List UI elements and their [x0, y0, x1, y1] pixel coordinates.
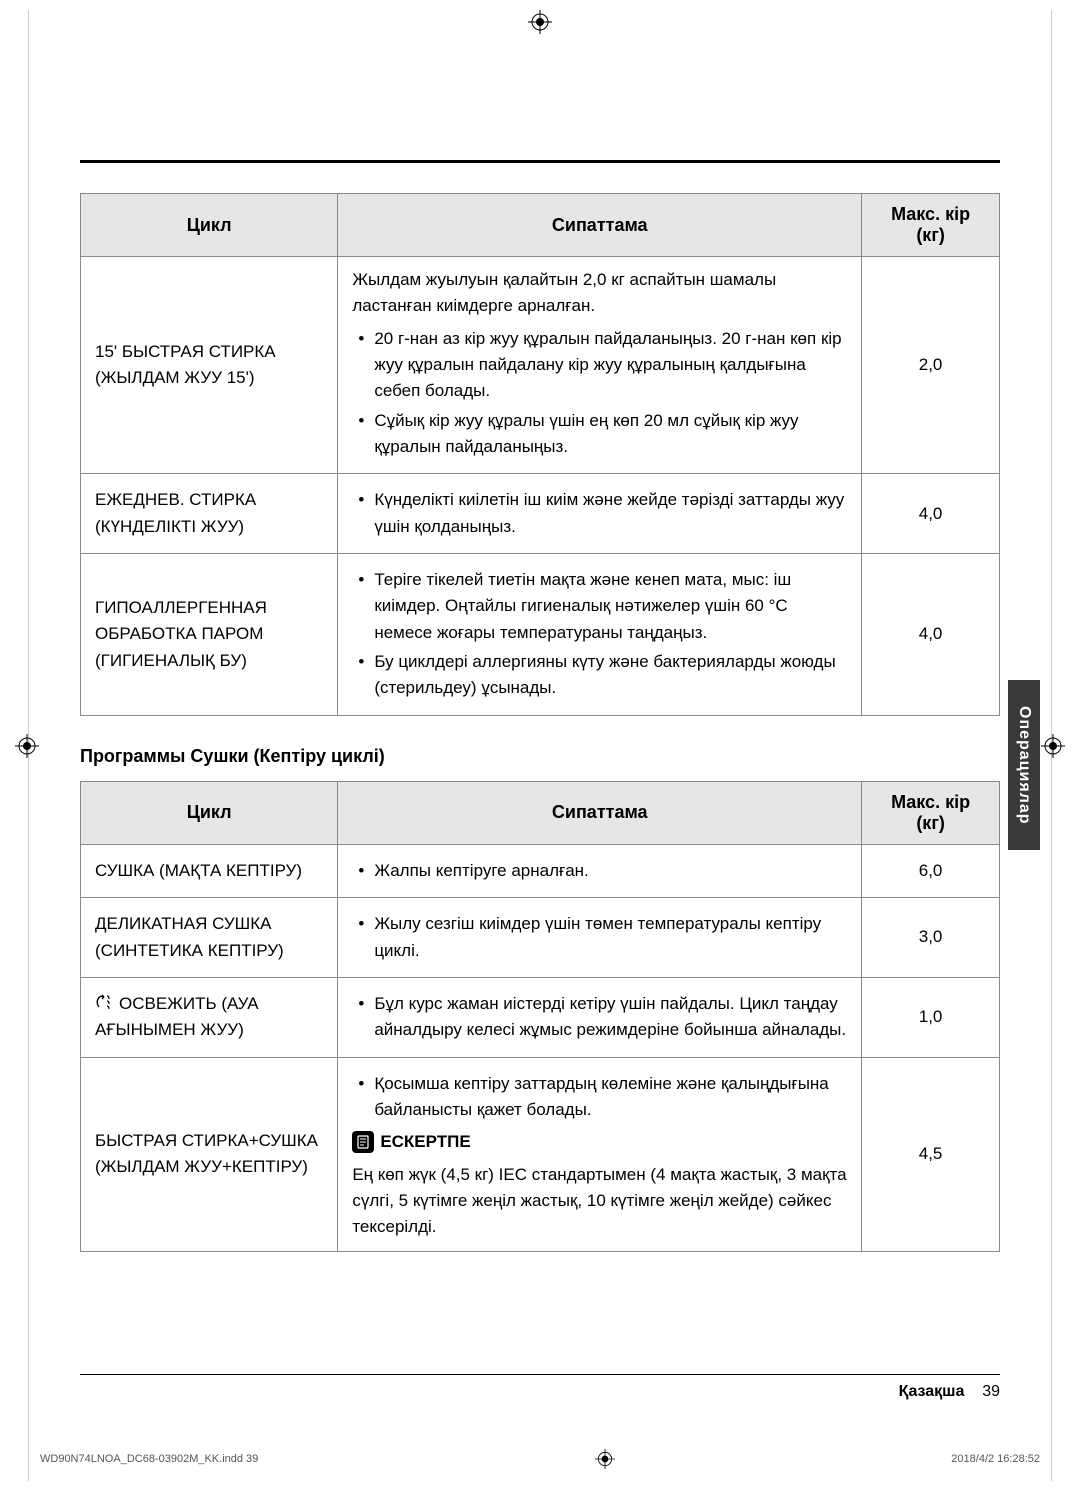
col-header-cycle: Цикл	[81, 194, 338, 257]
cycle-name: БЫСТРАЯ СТИРКА+СУШКА (ЖЫЛДАМ ЖУУ+КЕПТІРУ…	[81, 1057, 338, 1251]
col-header-desc: Сипаттама	[338, 194, 862, 257]
note-label: ЕСКЕРТПЕ	[380, 1129, 470, 1155]
cycle-name: ЕЖЕДНЕВ. СТИРКА (КҮНДЕЛІКТІ ЖУУ)	[81, 474, 338, 554]
header-rule	[80, 160, 1000, 163]
table-row: ЕЖЕДНЕВ. СТИРКА (КҮНДЕЛІКТІ ЖУУ) Күнделі…	[81, 474, 1000, 554]
table-header-row: Цикл Сипаттама Макс. кір (кг)	[81, 781, 1000, 844]
cycle-desc: Теріге тікелей тиетін мақта және кенеп м…	[338, 554, 862, 716]
bullet-item: Жылу сезгіш киімдер үшін төмен температу…	[352, 911, 847, 964]
note-icon	[352, 1131, 374, 1153]
table-row: ГИПОАЛЛЕРГЕННАЯ ОБРАБОТКА ПАРОМ (ГИГИЕНА…	[81, 554, 1000, 716]
cycle-max: 1,0	[862, 977, 1000, 1057]
col-header-desc: Сипаттама	[338, 781, 862, 844]
footer-page-number: 39	[982, 1383, 1000, 1400]
registration-mark-top	[528, 10, 552, 34]
table-row: ДЕЛИКАТНАЯ СУШКА (СИНТЕТИКА КЕПТІРУ) Жыл…	[81, 898, 1000, 978]
col-header-cycle: Цикл	[81, 781, 338, 844]
cycle-max: 4,0	[862, 474, 1000, 554]
cycle-name: ОСВЕЖИТЬ (АУА АҒЫНЫМЕН ЖУУ)	[81, 977, 338, 1057]
table-row: 15' БЫСТРАЯ СТИРКА (ЖЫЛДАМ ЖУУ 15') Жылд…	[81, 257, 1000, 474]
table-header-row: Цикл Сипаттама Макс. кір (кг)	[81, 194, 1000, 257]
table-row: ОСВЕЖИТЬ (АУА АҒЫНЫМЕН ЖУУ) Бұл курс жам…	[81, 977, 1000, 1057]
note-header: ЕСКЕРТПЕ	[352, 1129, 847, 1155]
cycle-desc: Қосымша кептіру заттардың көлеміне және …	[338, 1057, 862, 1251]
bullet-item: Күнделікті киілетін іш киім және жейде т…	[352, 487, 847, 540]
cycle-name: СУШКА (МАҚТА КЕПТІРУ)	[81, 844, 338, 897]
drying-section-title: Программы Сушки (Кептіру циклі)	[80, 746, 1000, 767]
table-row: БЫСТРАЯ СТИРКА+СУШКА (ЖЫЛДАМ ЖУУ+КЕПТІРУ…	[81, 1057, 1000, 1251]
cycle-max: 3,0	[862, 898, 1000, 978]
bullet-item: Сұйық кір жуу құралы үшін ең көп 20 мл с…	[352, 408, 847, 461]
print-timestamp: 2018/4/2 16:28:52	[951, 1453, 1040, 1465]
bullet-item: Бу циклдері аллергияны күту және бактери…	[352, 649, 847, 702]
cycle-desc: Жалпы кептіруге арналған.	[338, 844, 862, 897]
cycle-max: 2,0	[862, 257, 1000, 474]
registration-mark-left	[15, 734, 39, 758]
cycle-desc: Жылу сезгіш киімдер үшін төмен температу…	[338, 898, 862, 978]
bullet-item: Теріге тікелей тиетін мақта және кенеп м…	[352, 567, 847, 646]
cycle-desc: Бұл курс жаман иістерді кетіру үшін пайд…	[338, 977, 862, 1057]
table-row: СУШКА (МАҚТА КЕПТІРУ) Жалпы кептіруге ар…	[81, 844, 1000, 897]
wash-cycles-table: Цикл Сипаттама Макс. кір (кг) 15' БЫСТРА…	[80, 193, 1000, 716]
refresh-icon	[95, 991, 115, 1017]
dry-cycles-table: Цикл Сипаттама Макс. кір (кг) СУШКА (МАҚ…	[80, 781, 1000, 1252]
cycle-name: ДЕЛИКАТНАЯ СУШКА (СИНТЕТИКА КЕПТІРУ)	[81, 898, 338, 978]
col-header-max: Макс. кір (кг)	[862, 194, 1000, 257]
registration-mark-bottom	[595, 1449, 615, 1469]
intro-text: Жылдам жуылуын қалайтын 2,0 кг аспайтын …	[352, 267, 847, 320]
cycle-desc: Жылдам жуылуын қалайтын 2,0 кг аспайтын …	[338, 257, 862, 474]
cycle-name: ГИПОАЛЛЕРГЕННАЯ ОБРАБОТКА ПАРОМ (ГИГИЕНА…	[81, 554, 338, 716]
page-footer: Қазақша 39	[80, 1374, 1000, 1401]
cycle-name-text: ОСВЕЖИТЬ (АУА АҒЫНЫМЕН ЖУУ)	[95, 994, 259, 1039]
registration-mark-right	[1041, 734, 1065, 758]
cycle-name: 15' БЫСТРАЯ СТИРКА (ЖЫЛДАМ ЖУУ 15')	[81, 257, 338, 474]
footer-language: Қазақша	[899, 1383, 965, 1400]
cycle-max: 6,0	[862, 844, 1000, 897]
print-file-name: WD90N74LNOA_DC68-03902M_KK.indd 39	[40, 1453, 258, 1465]
cycle-max: 4,0	[862, 554, 1000, 716]
bullet-item: 20 г-нан аз кір жуу құралын пайдаланыңыз…	[352, 326, 847, 405]
note-body: Ең көп жүк (4,5 кг) IEC стандартымен (4 …	[352, 1162, 847, 1241]
cycle-desc: Күнделікті киілетін іш киім және жейде т…	[338, 474, 862, 554]
cycle-max: 4,5	[862, 1057, 1000, 1251]
bullet-item: Бұл курс жаман иістерді кетіру үшін пайд…	[352, 991, 847, 1044]
section-tab: Операциялар	[1008, 680, 1040, 850]
bullet-item: Жалпы кептіруге арналған.	[352, 858, 847, 884]
col-header-max: Макс. кір (кг)	[862, 781, 1000, 844]
print-footer: WD90N74LNOA_DC68-03902M_KK.indd 39 2018/…	[40, 1449, 1040, 1469]
bullet-item: Қосымша кептіру заттардың көлеміне және …	[352, 1071, 847, 1124]
